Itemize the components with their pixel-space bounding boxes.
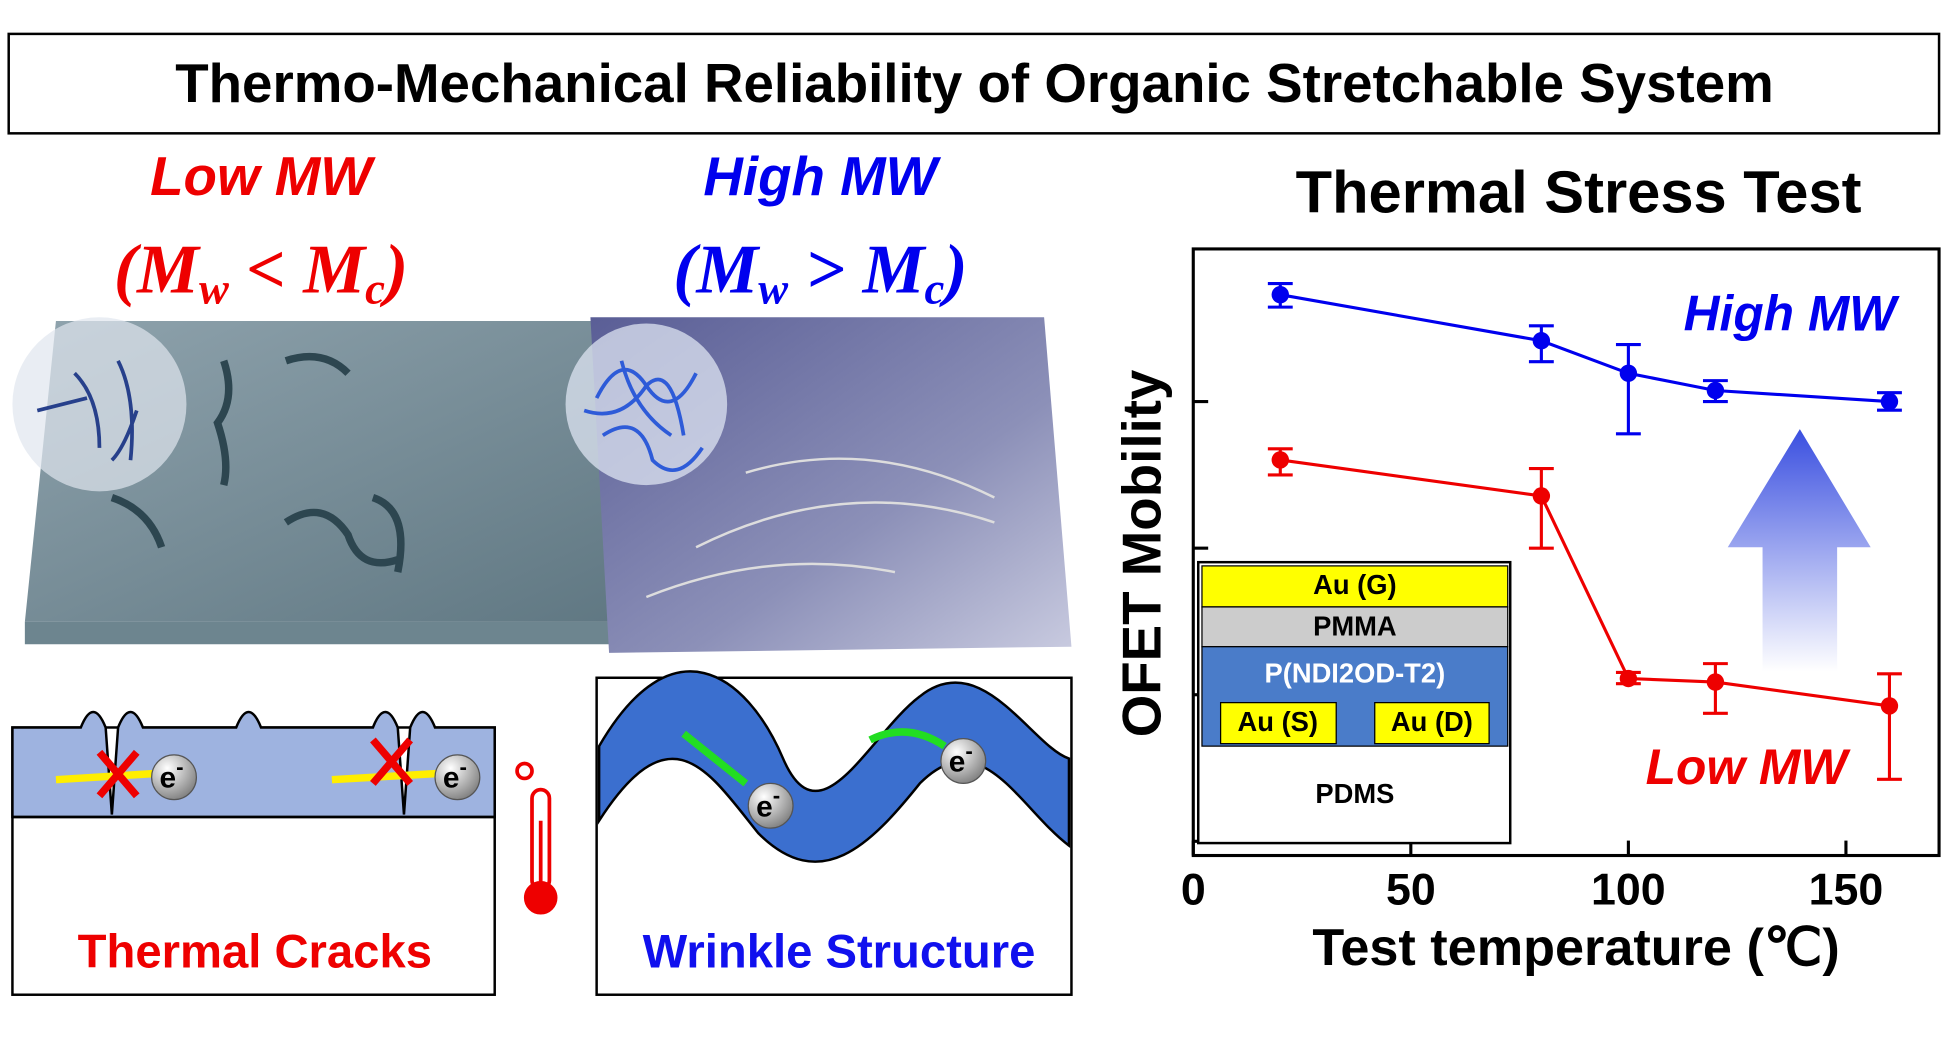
series-label: High MW [1684,285,1901,341]
point [1880,392,1899,411]
point [1532,332,1551,350]
point [1532,487,1551,505]
minus: - [773,783,780,808]
thermometer [515,761,558,915]
e: e [160,762,177,795]
slab-high [565,317,1072,653]
e: e [949,745,966,778]
title: Thermo-Mechanical Reliability of Organic… [175,52,1774,114]
electron [940,738,987,785]
x-label: Test temperature (℃) [1312,919,1839,977]
layer: Au (G) [1313,569,1396,600]
electron [747,782,794,829]
formula: (Mw < Mc) [114,231,408,314]
electron [151,754,198,801]
point [1271,286,1289,304]
electron-label: e- [443,754,467,794]
up-arrow [1727,429,1871,672]
error-bar [1615,342,1641,436]
crack-panel [11,710,496,996]
heading: Low MW [150,145,376,207]
layer: PMMA [1313,610,1397,641]
caption: Wrinkle Structure [643,925,1036,978]
error-bar [1877,672,1902,781]
electron-label: e- [949,738,973,778]
f: c [365,264,385,314]
minus: - [176,754,183,779]
point [1619,364,1638,382]
title-box [7,32,1941,135]
electron-label: e- [160,754,184,794]
x-tick-label: 150 [1809,865,1884,915]
electron [434,754,481,801]
layer: P(NDI2OD-T2) [1265,657,1446,688]
point [1706,381,1725,400]
wrinkle-panel [595,670,1073,996]
f: (M [114,231,201,308]
point [1619,669,1638,688]
e: e [756,790,773,823]
layer: Au (D) [1391,706,1473,737]
layer: Au (S) [1238,706,1318,737]
f: w [199,264,229,314]
x-tick-label: 0 [1181,865,1206,915]
series-label: Low MW [1646,739,1852,795]
point [1706,673,1725,691]
caption: Thermal Cracks [78,925,432,978]
x-tick-label: 50 [1386,865,1436,915]
slab-low [12,317,697,645]
x-tick-label: 100 [1591,865,1666,915]
e: e [443,762,460,795]
y-label: OFET Mobility [1110,369,1172,737]
formula: (Mw > Mc) [673,231,967,314]
f: c [924,264,944,314]
electron-label: e- [756,783,780,823]
plot-frame [1191,247,1941,858]
point [1880,697,1899,715]
minus: - [460,754,467,779]
error-bar [1528,467,1554,550]
heading: High MW [703,145,941,207]
inset [1196,560,1512,845]
point [1271,451,1289,469]
f: (M [673,231,760,308]
chart-title: Thermal Stress Test [1296,158,1862,225]
f: > M [788,231,926,308]
layer: PDMS [1315,778,1394,809]
f: < M [229,231,367,308]
f: w [758,264,788,314]
minus: - [965,738,972,763]
